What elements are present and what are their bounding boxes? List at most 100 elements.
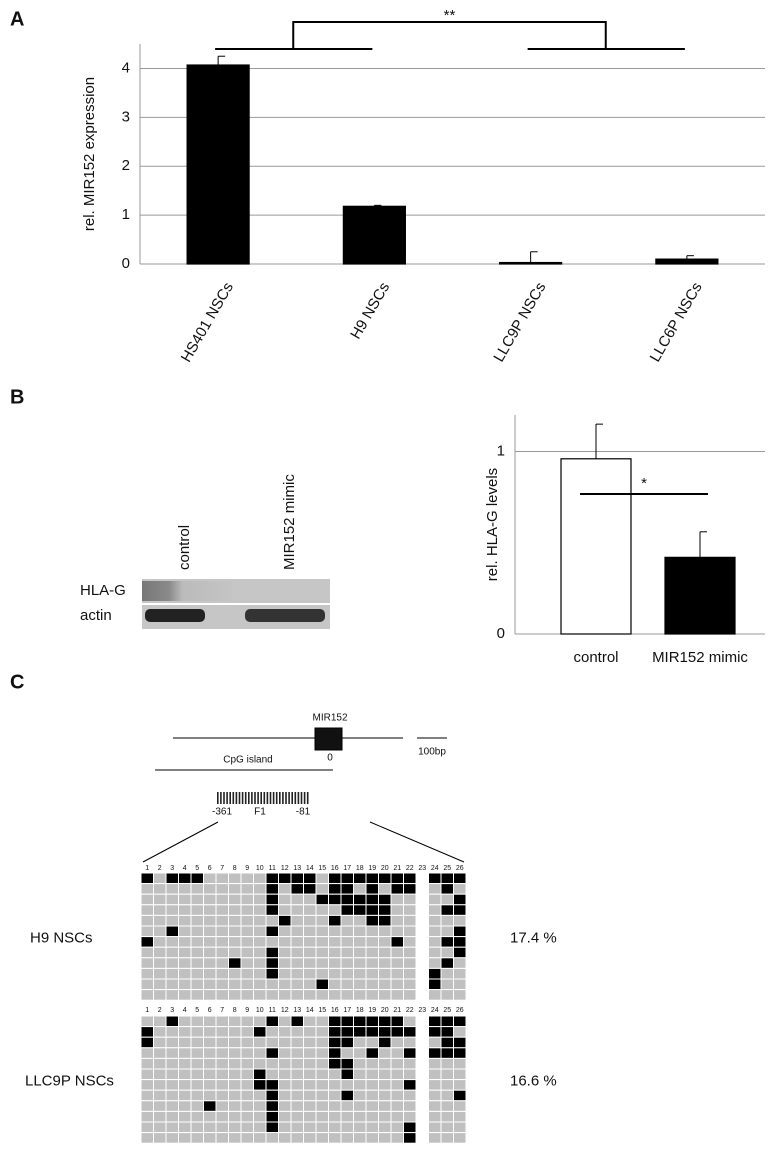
methylated-cell [315,893,329,906]
unmethylated-cell [228,872,242,885]
unmethylated-cell [253,1057,267,1070]
unmethylated-cell [290,893,304,906]
unmethylated-cell [278,978,292,991]
unmethylated-cell [390,1132,404,1144]
unmethylated-cell [440,1121,454,1134]
unmethylated-cell [428,893,442,906]
region-start: -361 [212,807,232,818]
unmethylated-cell [440,893,454,906]
unmethylated-cell [340,978,354,991]
unmethylated-cell [428,925,442,938]
unmethylated-cell [303,1089,317,1102]
cpg-number: 9 [245,865,249,872]
methylated-cell [328,1015,342,1028]
unmethylated-cell [290,989,304,1001]
cpg-number: 21 [393,1007,401,1014]
methylated-cell [328,883,342,895]
missing-cell [415,1100,429,1112]
cpg-number: 23 [418,865,426,872]
unmethylated-cell [315,1100,329,1112]
unmethylated-cell [315,957,329,969]
unmethylated-cell [190,883,204,895]
bar [655,258,719,265]
f1-dash [291,792,293,804]
unmethylated-cell [140,989,154,1001]
unmethylated-cell [190,1079,204,1091]
cpg-number: 20 [381,1007,389,1014]
unmethylated-cell [190,957,204,969]
unmethylated-cell [403,1110,417,1123]
unmethylated-cell [190,1036,204,1049]
methylated-cell [390,883,404,895]
unmethylated-cell [178,1015,192,1028]
zoom-line [142,821,219,863]
missing-cell [415,925,429,938]
unmethylated-cell [215,936,229,948]
unmethylated-cell [140,1079,154,1091]
unmethylated-cell [178,883,192,895]
unmethylated-cell [203,1079,217,1091]
missing-cell [415,1068,429,1081]
unmethylated-cell [190,967,204,980]
cpg-number: 14 [306,865,314,872]
unmethylated-cell [253,914,267,927]
blot [142,579,330,629]
cpg-number: 24 [431,1007,439,1014]
unmethylated-cell [240,925,254,938]
unmethylated-cell [253,1089,267,1102]
unmethylated-cell [240,1132,254,1144]
unmethylated-cell [215,883,229,895]
unmethylated-cell [140,893,154,906]
unmethylated-cell [390,893,404,906]
unmethylated-cell [253,1100,267,1112]
methylated-cell [453,936,467,948]
unmethylated-cell [215,967,229,980]
methylated-cell [328,872,342,885]
unmethylated-cell [328,967,342,980]
methylated-cell [403,1047,417,1059]
bar [664,556,736,635]
unmethylated-cell [165,989,179,1001]
unmethylated-cell [178,989,192,1001]
unmethylated-cell [278,1047,292,1059]
unmethylated-cell [315,946,329,959]
unmethylated-cell [403,925,417,938]
unmethylated-cell [203,904,217,916]
unmethylated-cell [253,978,267,991]
unmethylated-cell [315,1057,329,1070]
unmethylated-cell [303,1057,317,1070]
unmethylated-cell [328,1089,342,1102]
f1-dash [269,792,272,804]
unmethylated-cell [303,1036,317,1049]
methylated-cell [365,1026,379,1038]
unmethylated-cell [153,957,167,969]
unmethylated-cell [215,1068,229,1081]
unmethylated-cell [315,914,329,927]
cpg-number: 19 [368,865,376,872]
unmethylated-cell [290,1079,304,1091]
unmethylated-cell [303,1132,317,1144]
cpg-number: 24 [431,865,439,872]
unmethylated-cell [203,946,217,959]
unmethylated-cell [228,967,242,980]
unmethylated-cell [440,967,454,980]
unmethylated-cell [365,957,379,969]
unmethylated-cell [378,967,392,980]
unmethylated-cell [203,1121,217,1134]
unmethylated-cell [303,936,317,948]
methylated-cell [340,1057,354,1070]
unmethylated-cell [165,1047,179,1059]
unmethylated-cell [140,1057,154,1070]
methylated-cell [453,1047,467,1059]
unmethylated-cell [228,1036,242,1049]
unmethylated-cell [428,1100,442,1112]
unmethylated-cell [290,1121,304,1134]
band-label: HLA-G [80,582,126,599]
cpg-number: 19 [368,1007,376,1014]
unmethylated-cell [165,904,179,916]
unmethylated-cell [365,1100,379,1112]
unmethylated-cell [240,872,254,885]
cpg-number: 18 [356,1007,364,1014]
methylated-cell [265,1121,279,1134]
unmethylated-cell [315,1089,329,1102]
